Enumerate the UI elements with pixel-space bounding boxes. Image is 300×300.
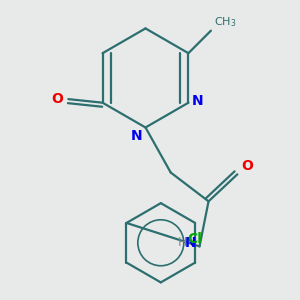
Text: N: N <box>130 129 142 143</box>
Text: Cl: Cl <box>188 232 203 246</box>
Text: N: N <box>184 236 196 250</box>
Text: O: O <box>241 158 253 172</box>
Text: N: N <box>192 94 204 108</box>
Text: H: H <box>178 236 187 249</box>
Text: CH$_3$: CH$_3$ <box>214 15 236 29</box>
Text: O: O <box>51 92 63 106</box>
